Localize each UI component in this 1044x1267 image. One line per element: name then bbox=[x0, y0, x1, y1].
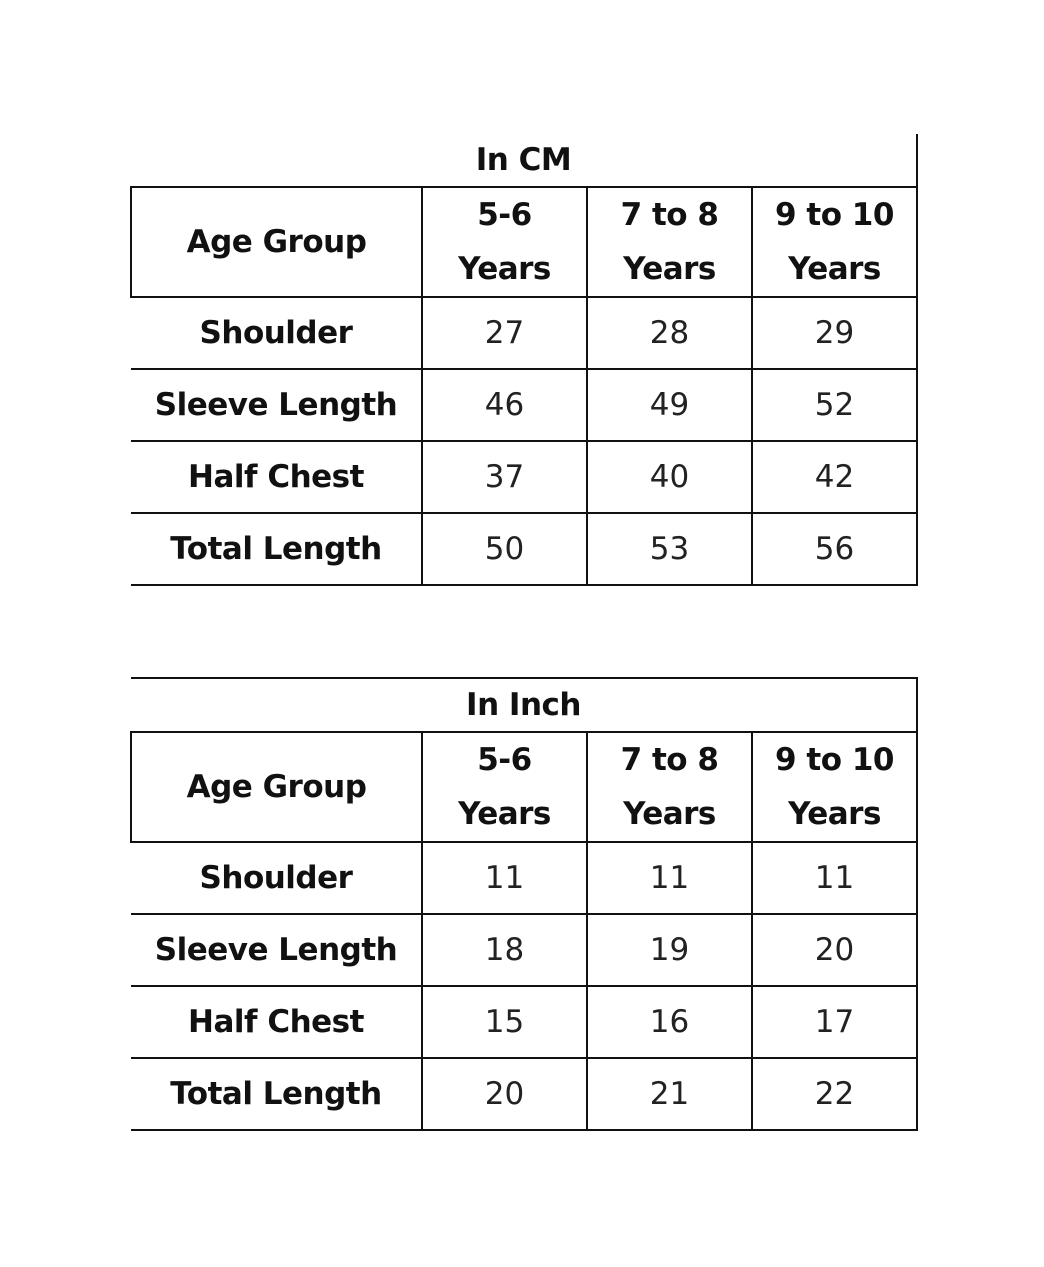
table-cell: 42 bbox=[751, 440, 918, 514]
column-header-line2: Years bbox=[623, 251, 716, 287]
table-row: Sleeve Length 18 19 20 bbox=[131, 913, 919, 987]
header-row: Age Group 5-6 Years 7 to 8 Years 9 to 10… bbox=[130, 731, 919, 843]
column-header-7-8: 7 to 8 Years bbox=[586, 186, 753, 298]
table-cell: 50 bbox=[421, 512, 588, 586]
table-cell: 16 bbox=[586, 985, 753, 1059]
column-header-5-6: 5-6 Years bbox=[421, 731, 588, 843]
column-header-line2: Years bbox=[788, 251, 881, 287]
table-row: Shoulder 11 11 11 bbox=[131, 841, 919, 915]
age-group-header: Age Group bbox=[130, 731, 423, 843]
table-cell: 20 bbox=[421, 1057, 588, 1131]
table-row: Half Chest 15 16 17 bbox=[131, 985, 919, 1059]
row-label: Shoulder bbox=[131, 841, 423, 915]
table-cell: 49 bbox=[586, 368, 753, 442]
column-header-line2: Years bbox=[788, 796, 881, 832]
column-header-line1: 9 to 10 bbox=[775, 197, 894, 233]
table-cell: 20 bbox=[750, 913, 919, 987]
table-cell: 29 bbox=[751, 296, 918, 370]
row-label: Shoulder bbox=[131, 296, 423, 370]
column-header-line2: Years bbox=[623, 796, 716, 832]
table-cell: 27 bbox=[421, 296, 588, 370]
row-label: Sleeve Length bbox=[131, 913, 423, 987]
table-title: In Inch bbox=[131, 677, 919, 733]
table-cell: 19 bbox=[586, 913, 753, 987]
table-cell: 37 bbox=[421, 440, 588, 514]
column-header-line2: Years bbox=[458, 796, 551, 832]
table-row: Total Length 50 53 56 bbox=[131, 512, 918, 586]
column-header-line1: 9 to 10 bbox=[775, 742, 894, 778]
column-header-line1: 5-6 bbox=[477, 197, 532, 233]
column-header-line1: 5-6 bbox=[477, 742, 532, 778]
column-header-7-8: 7 to 8 Years bbox=[586, 731, 753, 843]
column-header-9-10: 9 to 10 Years bbox=[750, 731, 919, 843]
column-header-5-6: 5-6 Years bbox=[421, 186, 588, 298]
table-cell: 52 bbox=[751, 368, 918, 442]
table-cell: 28 bbox=[586, 296, 753, 370]
table-cell: 53 bbox=[586, 512, 753, 586]
table-cell: 46 bbox=[421, 368, 588, 442]
row-label: Total Length bbox=[131, 512, 423, 586]
row-label: Sleeve Length bbox=[131, 368, 423, 442]
size-chart-table-inch: In Inch Age Group 5-6 Years 7 to 8 Years… bbox=[130, 677, 919, 1131]
column-header-line2: Years bbox=[458, 251, 551, 287]
table-cell: 40 bbox=[586, 440, 753, 514]
table-title: In CM bbox=[131, 134, 918, 188]
table-row: Total Length 20 21 22 bbox=[131, 1057, 919, 1131]
table-row: Shoulder 27 28 29 bbox=[131, 296, 918, 370]
table-cell: 17 bbox=[750, 985, 919, 1059]
header-row: Age Group 5-6 Years 7 to 8 Years 9 to 10… bbox=[130, 186, 918, 298]
row-label: Total Length bbox=[131, 1057, 423, 1131]
age-group-header: Age Group bbox=[130, 186, 423, 298]
table-cell: 11 bbox=[750, 841, 919, 915]
table-cell: 11 bbox=[586, 841, 753, 915]
column-header-line1: 7 to 8 bbox=[620, 197, 719, 233]
table-cell: 15 bbox=[421, 985, 588, 1059]
row-label: Half Chest bbox=[131, 985, 423, 1059]
column-header-line1: 7 to 8 bbox=[620, 742, 719, 778]
table-row: Sleeve Length 46 49 52 bbox=[131, 368, 918, 442]
table-cell: 22 bbox=[750, 1057, 919, 1131]
table-cell: 21 bbox=[586, 1057, 753, 1131]
table-cell: 56 bbox=[751, 512, 918, 586]
size-chart-table-cm: In CM Age Group 5-6 Years 7 to 8 Years 9… bbox=[130, 134, 918, 586]
table-row: Half Chest 37 40 42 bbox=[131, 440, 918, 514]
table-cell: 18 bbox=[421, 913, 588, 987]
column-header-9-10: 9 to 10 Years bbox=[751, 186, 918, 298]
row-label: Half Chest bbox=[131, 440, 423, 514]
table-cell: 11 bbox=[421, 841, 588, 915]
